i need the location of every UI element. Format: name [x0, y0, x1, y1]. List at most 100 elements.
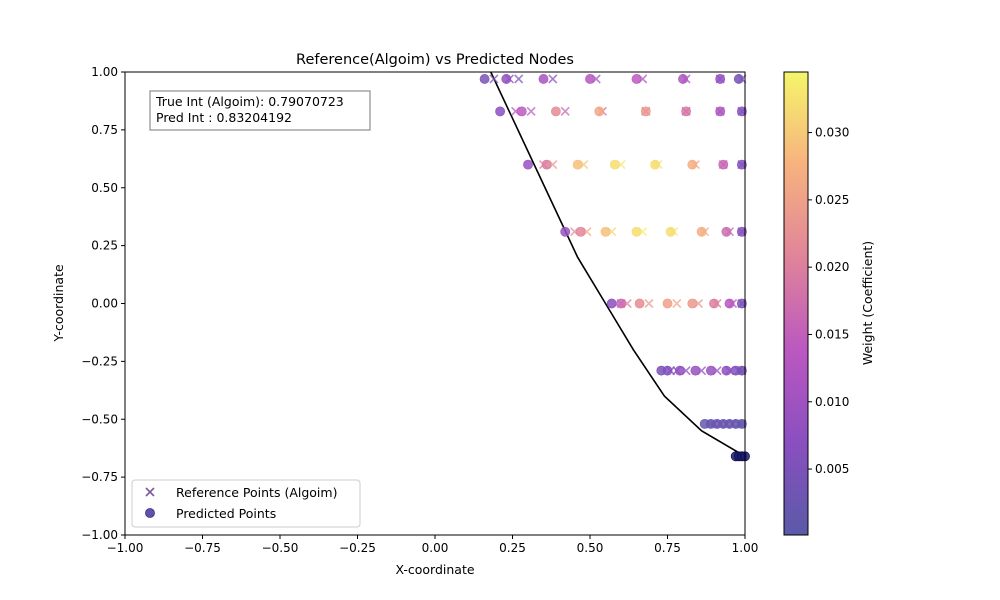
predicted-point [631, 74, 642, 84]
predicted-point [572, 159, 583, 170]
predicted-point [634, 298, 645, 309]
predicted-point [665, 226, 676, 237]
predicted-point [516, 106, 527, 117]
legend: Reference Points (Algoim) Predicted Poin… [131, 479, 361, 528]
reference-point [526, 106, 536, 116]
predicted-point [687, 298, 698, 309]
legend-label-reference: Reference Points (Algoim) [176, 485, 337, 500]
y-axis-label: Y-coordinate [51, 264, 66, 343]
predicted-point [650, 159, 660, 170]
boundary-curve [490, 72, 745, 457]
legend-marker-reference [145, 487, 155, 497]
colorbar-tick-label: 0.015 [815, 327, 849, 341]
predicted-point [631, 226, 642, 237]
predicted-point [560, 226, 571, 237]
chart-title: Reference(Algoim) vs Predicted Nodes [296, 52, 574, 68]
legend-label-predicted: Predicted Points [176, 506, 276, 521]
predicted-point [737, 159, 747, 170]
y-tick-label: −0.75 [81, 470, 118, 484]
legend-marker-predicted [145, 508, 155, 518]
legend-box [131, 479, 361, 528]
x-axis-ticks: −1.00 −0.75 −0.50 −0.25 0.00 0.25 0.50 0.75 1.00 [107, 535, 759, 555]
predicted-point [696, 226, 707, 237]
x-tick-label: 0.75 [654, 541, 681, 555]
predicted-point [501, 74, 512, 84]
predicted-point [737, 418, 747, 429]
predicted-point [721, 365, 732, 376]
predicted-point [709, 298, 719, 309]
integral-annotation: True Int (Algoim): 0.79070723 Pred Int :… [149, 90, 371, 131]
predicted-point [538, 74, 549, 84]
predicted-point [523, 159, 533, 170]
y-tick-label: 0.50 [91, 181, 118, 195]
predicted-point [575, 226, 586, 237]
y-tick-label: 0.00 [91, 297, 118, 311]
y-tick-label: 1.00 [91, 65, 118, 79]
annotation-true-int: True Int (Algoim): 0.79070723 [155, 94, 344, 109]
predicted-point [675, 365, 685, 376]
x-tick-label: −0.50 [262, 541, 299, 555]
y-axis-ticks: −1.00 −0.75 −0.50 −0.25 0.00 0.25 0.50 0.75 1.00 [81, 65, 125, 542]
predicted-point [721, 226, 732, 237]
reference-point [548, 74, 558, 84]
colorbar: 0.005 0.010 0.015 0.020 0.025 0.030 Weight (C… [783, 71, 875, 536]
colorbar-ticks: 0.005 0.010 0.015 0.020 0.025 0.030 [808, 126, 849, 476]
colorbar-gradient [783, 71, 809, 536]
x-tick-label: 0.50 [577, 541, 604, 555]
predicted-point [662, 365, 673, 376]
y-tick-label: 0.75 [91, 123, 118, 137]
predicted-point [687, 159, 698, 170]
predicted-point [737, 298, 747, 309]
annotation-box [149, 90, 371, 131]
reference-point [672, 298, 682, 309]
predicted-point [551, 106, 561, 117]
x-tick-label: 1.00 [732, 541, 759, 555]
predicted-point [585, 74, 595, 84]
predicted-point [541, 159, 552, 170]
colorbar-tick-label: 0.020 [815, 260, 849, 274]
curve-layer [490, 72, 745, 457]
y-tick-label: −0.50 [81, 412, 118, 426]
colorbar-tick-label: 0.025 [815, 193, 849, 207]
predicted-point [662, 298, 673, 309]
predicted-point [715, 74, 726, 84]
predicted-point [733, 74, 744, 84]
x-tick-label: −0.75 [184, 541, 221, 555]
predicted-point [640, 106, 651, 117]
reference-point [514, 74, 524, 84]
reference-point [489, 74, 499, 84]
colorbar-label: Weight (Coefficient) [860, 241, 875, 365]
predicted-point [718, 159, 729, 170]
x-axis-label: X-coordinate [395, 562, 474, 577]
predicted-points-layer [479, 74, 750, 462]
predicted-point [616, 298, 626, 309]
predicted-point [594, 106, 605, 117]
x-tick-label: −1.00 [107, 541, 144, 555]
predicted-point [495, 106, 505, 117]
predicted-point [606, 298, 617, 309]
predicted-point [690, 365, 701, 376]
reference-point [560, 106, 570, 116]
reference-point [644, 298, 654, 309]
predicted-point [737, 365, 747, 376]
predicted-point [678, 74, 688, 84]
predicted-point [479, 74, 490, 84]
predicted-point [724, 298, 735, 309]
predicted-point [706, 365, 716, 376]
y-tick-label: −0.25 [81, 354, 118, 368]
colorbar-tick-label: 0.030 [815, 126, 849, 140]
predicted-point [737, 106, 747, 117]
predicted-point [737, 226, 747, 237]
predicted-point [600, 226, 611, 237]
y-tick-label: −1.00 [81, 528, 118, 542]
x-tick-label: 0.00 [422, 541, 449, 555]
predicted-point [609, 159, 620, 170]
x-tick-label: −0.25 [339, 541, 376, 555]
plot-area [124, 71, 750, 536]
predicted-point [681, 106, 691, 117]
annotation-pred-int: Pred Int : 0.83204192 [156, 110, 292, 125]
predicted-point [715, 106, 726, 117]
colorbar-tick-label: 0.005 [815, 462, 849, 476]
x-tick-label: 0.25 [499, 541, 526, 555]
